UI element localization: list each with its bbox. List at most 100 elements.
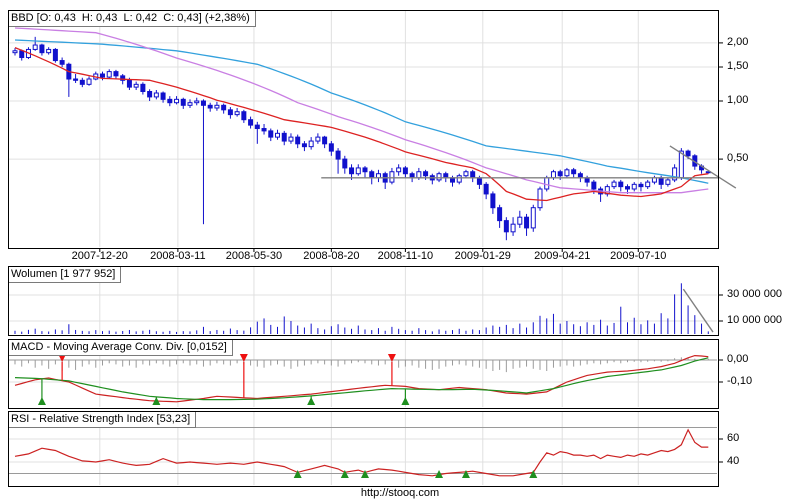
ma-long-line <box>14 39 709 184</box>
candle-body <box>207 104 213 109</box>
candle <box>571 167 577 178</box>
candle <box>322 135 328 149</box>
candle <box>174 96 180 105</box>
price-axis-label: 2,00 <box>727 35 749 48</box>
candle <box>530 204 536 232</box>
buy-signal-triangle-icon <box>401 397 410 405</box>
candle <box>328 141 334 156</box>
candle-body <box>335 150 341 160</box>
candle-body <box>227 109 233 116</box>
candle <box>631 182 637 192</box>
candle-body <box>288 136 294 142</box>
candle-body <box>402 167 408 175</box>
candle <box>335 148 341 174</box>
candle <box>436 171 442 183</box>
candle-body <box>100 73 106 78</box>
candle-body <box>362 167 368 173</box>
rsi-axis-label: 40 <box>727 455 740 467</box>
candle <box>308 137 314 150</box>
candle-body <box>591 181 597 190</box>
volume-panel <box>8 266 718 335</box>
candle-body <box>133 83 139 88</box>
candle-body <box>147 91 153 98</box>
candle-body <box>322 136 328 145</box>
volume-axis-label: 30 000 000 <box>727 288 783 300</box>
candle <box>113 69 119 80</box>
candle-body <box>174 98 180 104</box>
buy-signal-triangle-icon <box>307 397 316 405</box>
down-trendline <box>669 145 737 189</box>
candle <box>39 43 45 56</box>
candle-body <box>32 44 38 50</box>
candle-body <box>59 60 65 65</box>
candle-body <box>167 98 173 104</box>
candle-body <box>564 169 570 177</box>
candle-body <box>571 169 577 175</box>
macd-panel-title: MACD - Moving Average Conv. Div. [0,0152… <box>9 340 233 356</box>
price-axis-label: 1,50 <box>727 60 749 72</box>
candle <box>275 129 281 140</box>
ma-short-line <box>14 46 709 202</box>
candle <box>497 204 503 228</box>
price-axis-label: 1,00 <box>727 94 749 106</box>
price-background <box>8 10 718 248</box>
candle-body <box>389 171 395 183</box>
rsi-buy-triangle-icon <box>361 470 370 478</box>
candle <box>227 107 233 119</box>
candle <box>207 102 213 112</box>
buy-signal-triangle-icon <box>152 397 161 405</box>
candle-body <box>557 171 563 177</box>
sell-signal-triangle-icon <box>239 354 248 362</box>
candle-body <box>638 183 644 188</box>
candle-body <box>349 167 355 175</box>
rsi-panel-title: RSI - Relative Strength Index [53,23] <box>9 412 197 428</box>
candle-body <box>73 78 79 81</box>
candle-body <box>497 207 503 222</box>
candle <box>355 164 361 176</box>
candle <box>200 99 206 225</box>
candle-body <box>140 83 146 93</box>
candle-body <box>39 44 45 54</box>
date-axis-label: 2008-03-11 <box>150 250 206 262</box>
volume-layer <box>9 283 717 334</box>
candle-body <box>423 171 429 177</box>
candle <box>187 99 193 108</box>
candle-body <box>490 193 496 209</box>
volume-trendline <box>682 288 714 333</box>
price-axis-label: 0,50 <box>727 152 749 165</box>
candle-body <box>221 104 227 111</box>
candle <box>645 179 651 189</box>
rsi-axis-label: 60 <box>727 432 740 444</box>
date-axis-label: 2008-11-10 <box>377 250 434 262</box>
candle-body <box>120 75 126 81</box>
candle <box>537 186 543 211</box>
candle-body <box>200 100 206 106</box>
candle-body <box>665 179 671 185</box>
rsi-border <box>8 411 719 487</box>
volume-panel-title: Wolumen [1 977 952] <box>9 267 122 283</box>
candle <box>510 217 516 236</box>
macd-layer <box>9 354 717 405</box>
candle-body <box>503 220 509 233</box>
candle-body <box>241 111 247 121</box>
candle <box>180 97 186 109</box>
price-border <box>8 10 719 249</box>
price-panel <box>8 10 718 248</box>
candle-body <box>126 79 132 88</box>
candle-body <box>618 181 624 188</box>
candle-body <box>625 186 631 190</box>
candle <box>618 179 624 192</box>
candle-body <box>275 132 281 138</box>
candle-body <box>214 104 220 109</box>
candle-body <box>52 48 58 62</box>
candle-body <box>248 119 254 126</box>
candle <box>32 36 38 51</box>
candle <box>288 133 294 144</box>
candle <box>456 173 462 185</box>
candle <box>153 90 159 100</box>
candle-body <box>517 216 523 225</box>
candle <box>106 69 112 80</box>
rsi-buy-triangle-icon <box>340 470 349 478</box>
